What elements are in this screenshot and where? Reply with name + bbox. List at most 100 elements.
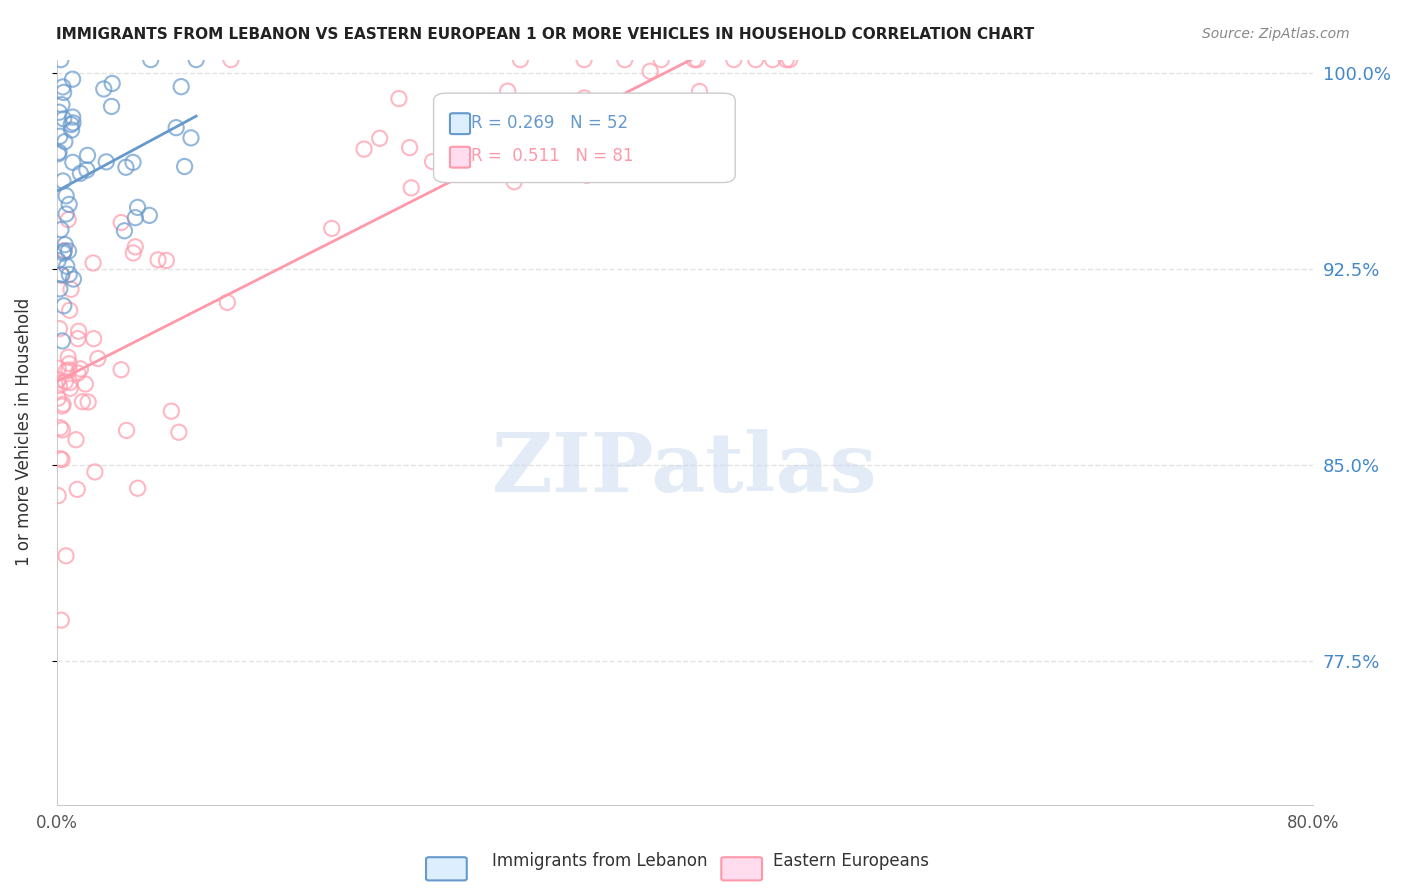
Eastern Europeans <box>110 362 132 376</box>
Eastern Europeans <box>66 332 89 346</box>
Eastern Europeans <box>124 240 146 254</box>
Immigrants from Lebanon <box>52 79 75 94</box>
Immigrants from Lebanon <box>46 146 69 161</box>
Eastern Europeans <box>496 84 519 98</box>
Eastern Europeans <box>775 53 797 67</box>
Immigrants from Lebanon <box>58 244 80 258</box>
Eastern Europeans <box>494 95 516 109</box>
Eastern Europeans <box>219 53 242 67</box>
Eastern Europeans <box>51 423 73 437</box>
Eastern Europeans <box>66 483 89 497</box>
Immigrants from Lebanon <box>100 99 122 113</box>
Eastern Europeans <box>69 362 91 376</box>
Immigrants from Lebanon <box>170 79 193 94</box>
Eastern Europeans <box>638 64 661 78</box>
Immigrants from Lebanon <box>53 135 76 149</box>
Immigrants from Lebanon <box>62 72 84 87</box>
Eastern Europeans <box>779 53 801 67</box>
Eastern Europeans <box>83 465 105 479</box>
Immigrants from Lebanon <box>51 268 73 282</box>
Immigrants from Lebanon <box>52 299 75 313</box>
Eastern Europeans <box>689 85 711 99</box>
Immigrants from Lebanon <box>53 237 76 252</box>
Immigrants from Lebanon <box>58 268 80 282</box>
Eastern Europeans <box>55 364 77 378</box>
FancyBboxPatch shape <box>433 93 735 183</box>
Immigrants from Lebanon <box>69 166 91 180</box>
Eastern Europeans <box>52 397 75 411</box>
Eastern Europeans <box>46 489 69 503</box>
Immigrants from Lebanon <box>55 259 77 273</box>
Eastern Europeans <box>87 351 110 366</box>
Immigrants from Lebanon <box>60 118 83 132</box>
Eastern Europeans <box>56 212 79 227</box>
Eastern Europeans <box>58 357 80 371</box>
Immigrants from Lebanon <box>49 53 72 67</box>
Eastern Europeans <box>146 252 169 267</box>
Eastern Europeans <box>51 399 73 413</box>
Text: ZIPatlas: ZIPatlas <box>492 429 877 509</box>
Eastern Europeans <box>613 53 636 67</box>
Eastern Europeans <box>509 53 531 67</box>
Eastern Europeans <box>77 395 100 409</box>
Eastern Europeans <box>422 154 444 169</box>
Eastern Europeans <box>572 53 595 67</box>
Immigrants from Lebanon <box>48 145 70 160</box>
Immigrants from Lebanon <box>173 160 195 174</box>
Eastern Europeans <box>762 53 785 67</box>
Text: Eastern Europeans: Eastern Europeans <box>773 852 929 870</box>
Eastern Europeans <box>127 481 149 495</box>
Immigrants from Lebanon <box>49 282 72 296</box>
Eastern Europeans <box>575 169 598 183</box>
Eastern Europeans <box>115 424 138 438</box>
Eastern Europeans <box>574 91 596 105</box>
Eastern Europeans <box>650 53 672 67</box>
Immigrants from Lebanon <box>165 120 187 135</box>
Eastern Europeans <box>51 268 73 283</box>
Eastern Europeans <box>693 161 716 175</box>
Immigrants from Lebanon <box>62 272 84 286</box>
Eastern Europeans <box>368 131 391 145</box>
FancyBboxPatch shape <box>450 113 470 134</box>
Eastern Europeans <box>67 366 90 380</box>
Immigrants from Lebanon <box>124 211 146 225</box>
Eastern Europeans <box>46 361 69 376</box>
Y-axis label: 1 or more Vehicles in Household: 1 or more Vehicles in Household <box>15 298 32 566</box>
Immigrants from Lebanon <box>58 197 80 211</box>
Eastern Europeans <box>55 549 77 563</box>
Eastern Europeans <box>59 381 82 395</box>
Eastern Europeans <box>598 138 620 153</box>
Immigrants from Lebanon <box>49 222 72 236</box>
Eastern Europeans <box>49 451 72 466</box>
Eastern Europeans <box>46 391 69 405</box>
Immigrants from Lebanon <box>62 155 84 169</box>
Eastern Europeans <box>48 378 70 392</box>
Immigrants from Lebanon <box>139 53 162 67</box>
Eastern Europeans <box>509 135 531 149</box>
Text: IMMIGRANTS FROM LEBANON VS EASTERN EUROPEAN 1 OR MORE VEHICLES IN HOUSEHOLD CORR: IMMIGRANTS FROM LEBANON VS EASTERN EUROP… <box>56 27 1035 42</box>
Eastern Europeans <box>723 53 745 67</box>
Eastern Europeans <box>122 246 145 260</box>
Immigrants from Lebanon <box>52 112 75 126</box>
Text: R = 0.269   N = 52: R = 0.269 N = 52 <box>471 114 628 132</box>
Text: Immigrants from Lebanon: Immigrants from Lebanon <box>492 852 707 870</box>
Eastern Europeans <box>686 53 709 67</box>
Eastern Europeans <box>51 452 73 467</box>
FancyBboxPatch shape <box>450 147 470 168</box>
Eastern Europeans <box>155 253 177 268</box>
Immigrants from Lebanon <box>96 154 118 169</box>
Immigrants from Lebanon <box>76 163 98 178</box>
Immigrants from Lebanon <box>62 116 84 130</box>
Eastern Europeans <box>65 433 87 447</box>
Eastern Europeans <box>82 256 104 270</box>
Immigrants from Lebanon <box>49 129 72 144</box>
Immigrants from Lebanon <box>127 200 149 214</box>
Eastern Europeans <box>167 425 190 440</box>
Eastern Europeans <box>60 282 83 296</box>
Eastern Europeans <box>53 244 76 258</box>
Immigrants from Lebanon <box>51 97 73 112</box>
Eastern Europeans <box>58 363 80 377</box>
Immigrants from Lebanon <box>60 123 83 137</box>
Eastern Europeans <box>51 613 73 627</box>
Immigrants from Lebanon <box>52 174 75 188</box>
